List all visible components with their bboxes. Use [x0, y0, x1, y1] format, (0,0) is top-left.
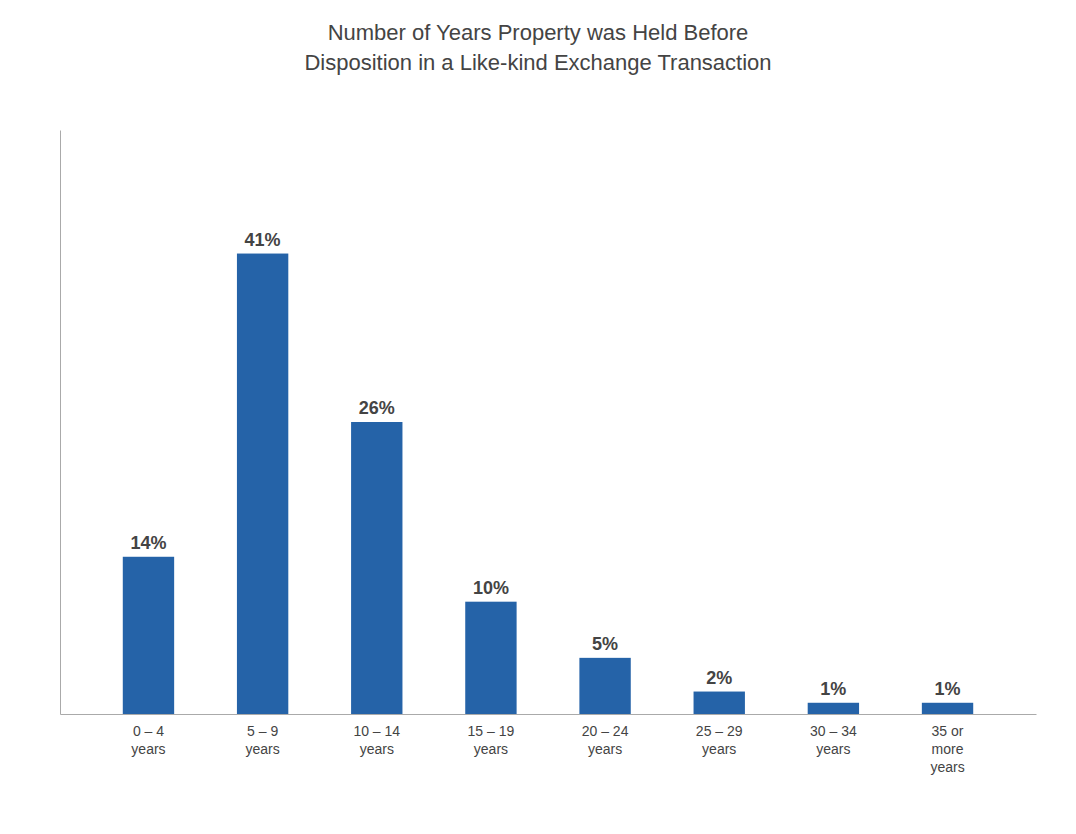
- chart-title: Number of Years Property was Held Before…: [304, 20, 771, 75]
- bar: [465, 602, 516, 714]
- x-tick: 20 – 24 years: [582, 714, 629, 757]
- data-label: 41%: [245, 230, 281, 250]
- x-tick: 15 – 19 years: [468, 714, 515, 757]
- bar: [808, 703, 859, 714]
- x-tick-label-line: years: [930, 759, 964, 775]
- x-tick-label-line: 20 – 24: [582, 723, 629, 739]
- chart-title-line: Number of Years Property was Held Before: [328, 20, 749, 45]
- bar: [237, 254, 288, 714]
- x-tick-label-line: 10 – 14: [353, 723, 400, 739]
- chart-container: 0 – 4 years 5 – 9 years 10 – 14 years 15 – 19 y…: [0, 0, 1076, 834]
- x-tick-label: 10 – 14 years: [353, 723, 400, 757]
- x-tick-label: 35 or more years: [930, 723, 964, 775]
- data-label: 10%: [473, 578, 509, 598]
- x-tick-label-line: 30 – 34: [810, 723, 857, 739]
- x-tick-label: 15 – 19 years: [468, 723, 515, 757]
- y-axis: [60, 131, 61, 715]
- x-axis: 0 – 4 years 5 – 9 years 10 – 14 years 15 – 19 y…: [61, 714, 1037, 775]
- x-tick: 5 – 9 years: [246, 714, 280, 757]
- x-tick-label-line: years: [360, 741, 394, 757]
- plot-area: 0 – 4 years 5 – 9 years 10 – 14 years 15 – 19 y…: [61, 131, 1037, 776]
- x-axis-line: [61, 714, 1037, 715]
- x-tick-label-line: years: [131, 741, 165, 757]
- bar: [694, 692, 745, 714]
- data-label: 5%: [592, 634, 618, 654]
- x-tick-label-line: years: [588, 741, 622, 757]
- data-label: 2%: [706, 668, 732, 688]
- data-label: 26%: [359, 398, 395, 418]
- x-tick-label-line: 5 – 9: [247, 723, 278, 739]
- x-tick-label-line: more: [932, 741, 964, 757]
- chart-svg: 0 – 4 years 5 – 9 years 10 – 14 years 15 – 19 y…: [0, 0, 1076, 834]
- bars: [123, 254, 973, 714]
- x-tick: 25 – 29 years: [696, 714, 743, 757]
- bar: [351, 422, 402, 714]
- x-tick: 35 or more years: [930, 714, 964, 775]
- chart-title-line: Disposition in a Like-kind Exchange Tran…: [304, 50, 771, 75]
- x-tick-label-line: 25 – 29: [696, 723, 743, 739]
- x-tick-label-line: 0 – 4: [133, 723, 164, 739]
- x-tick-label: 30 – 34 years: [810, 723, 857, 757]
- data-label: 14%: [130, 533, 166, 553]
- x-tick-label-line: 15 – 19: [468, 723, 515, 739]
- x-tick-label: 25 – 29 years: [696, 723, 743, 757]
- bar: [579, 658, 630, 714]
- x-tick: 0 – 4 years: [131, 714, 165, 757]
- y-axis-line: [60, 131, 61, 715]
- data-label: 1%: [935, 679, 961, 699]
- x-tick-label-line: years: [246, 741, 280, 757]
- x-tick-label: 20 – 24 years: [582, 723, 629, 757]
- x-tick-label-line: 35 or: [932, 723, 964, 739]
- data-label: 1%: [820, 679, 846, 699]
- x-tick-label-line: years: [816, 741, 850, 757]
- x-tick-label: 0 – 4 years: [131, 723, 165, 757]
- bar: [123, 557, 174, 714]
- x-tick-label-line: years: [474, 741, 508, 757]
- x-tick: 10 – 14 years: [353, 714, 400, 757]
- x-tick-label-line: years: [702, 741, 736, 757]
- bar: [922, 703, 973, 714]
- x-tick-label: 5 – 9 years: [246, 723, 280, 757]
- x-tick: 30 – 34 years: [810, 714, 857, 757]
- data-labels: 14% 41% 26% 10% 5% 2% 1% 1%: [130, 230, 960, 699]
